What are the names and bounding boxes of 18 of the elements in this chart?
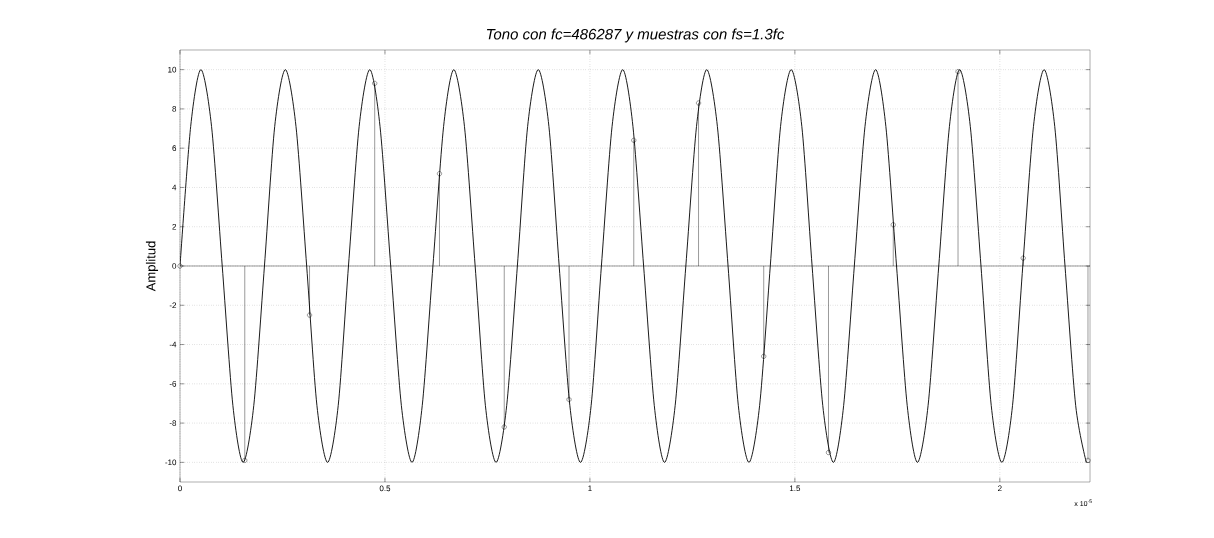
x-tick-label: 1	[588, 485, 592, 492]
y-tick-label: -8	[169, 420, 177, 426]
y-tick-label: -6	[169, 380, 177, 387]
x-tick-label: 0	[178, 485, 182, 492]
y-tick-label: 6	[172, 145, 177, 152]
chart-title: Tono con fc=486287 y muestras con fs=1.3fc	[486, 28, 785, 43]
y-tick-label: -10	[165, 459, 177, 466]
x-tick-label: 2	[998, 485, 1002, 492]
y-tick-label: 2	[172, 223, 177, 230]
x-tick-label: 0.5	[379, 485, 391, 492]
y-tick-label: 8	[172, 106, 177, 112]
y-tick-label: 4	[172, 184, 177, 191]
y-tick-label: 0	[172, 263, 177, 269]
y-tick-label: 10	[168, 66, 177, 73]
y-axis-title: Amplitud	[145, 241, 159, 292]
y-tick-label: -2	[169, 302, 177, 309]
x-tick-label: 1.5	[789, 485, 801, 492]
y-tick-label: -4	[169, 341, 177, 348]
